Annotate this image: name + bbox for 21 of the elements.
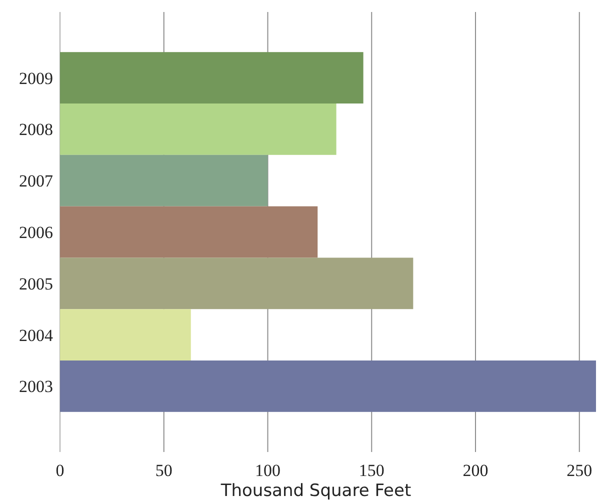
bar — [60, 154, 268, 206]
bar — [60, 52, 364, 104]
x-tick-label: 100 — [255, 461, 280, 480]
x-tick-label: 250 — [566, 461, 592, 480]
y-tick-label: 2006 — [19, 223, 53, 242]
y-tick-label: 2009 — [19, 68, 53, 88]
bar — [60, 360, 596, 412]
bar — [60, 103, 336, 155]
y-tick-label: 2008 — [19, 120, 53, 140]
bar — [60, 309, 191, 361]
y-tick-label: 2007 — [19, 172, 54, 191]
x-axis-title: Thousand Square Feet — [220, 481, 412, 500]
bar — [60, 258, 414, 310]
y-tick-label: 2003 — [19, 377, 53, 396]
bar — [60, 206, 318, 258]
x-tick-label: 0 — [56, 461, 64, 480]
y-tick-label: 2005 — [19, 274, 53, 294]
x-tick-label: 150 — [358, 461, 384, 480]
x-tick-label: 50 — [155, 461, 172, 480]
y-tick-label: 2004 — [19, 326, 54, 345]
x-tick-label: 200 — [462, 461, 488, 480]
